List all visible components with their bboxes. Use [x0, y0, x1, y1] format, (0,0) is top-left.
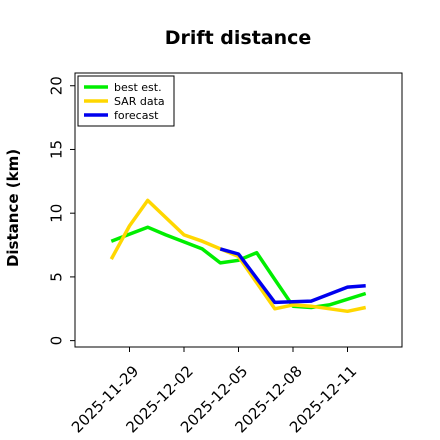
y-tick-label: 0 [48, 336, 66, 346]
series-lines [109, 198, 367, 314]
y-axis: 0 5 10 15 20 [48, 76, 75, 346]
y-tick-label: 20 [48, 76, 66, 95]
chart-title: Drift distance [165, 27, 312, 49]
y-tick-label: 15 [48, 140, 66, 159]
y-tick-label: 5 [48, 272, 66, 282]
legend-label: best est. [114, 81, 162, 94]
series-line-forecast [219, 247, 366, 305]
y-tick-label: 10 [48, 204, 66, 223]
y-axis-label: Distance (km) [4, 149, 22, 267]
legend-label: SAR data [114, 95, 165, 108]
legend-label: forecast [114, 109, 159, 122]
x-axis: 2025-11-292025-12-022025-12-052025-12-08… [68, 347, 360, 436]
